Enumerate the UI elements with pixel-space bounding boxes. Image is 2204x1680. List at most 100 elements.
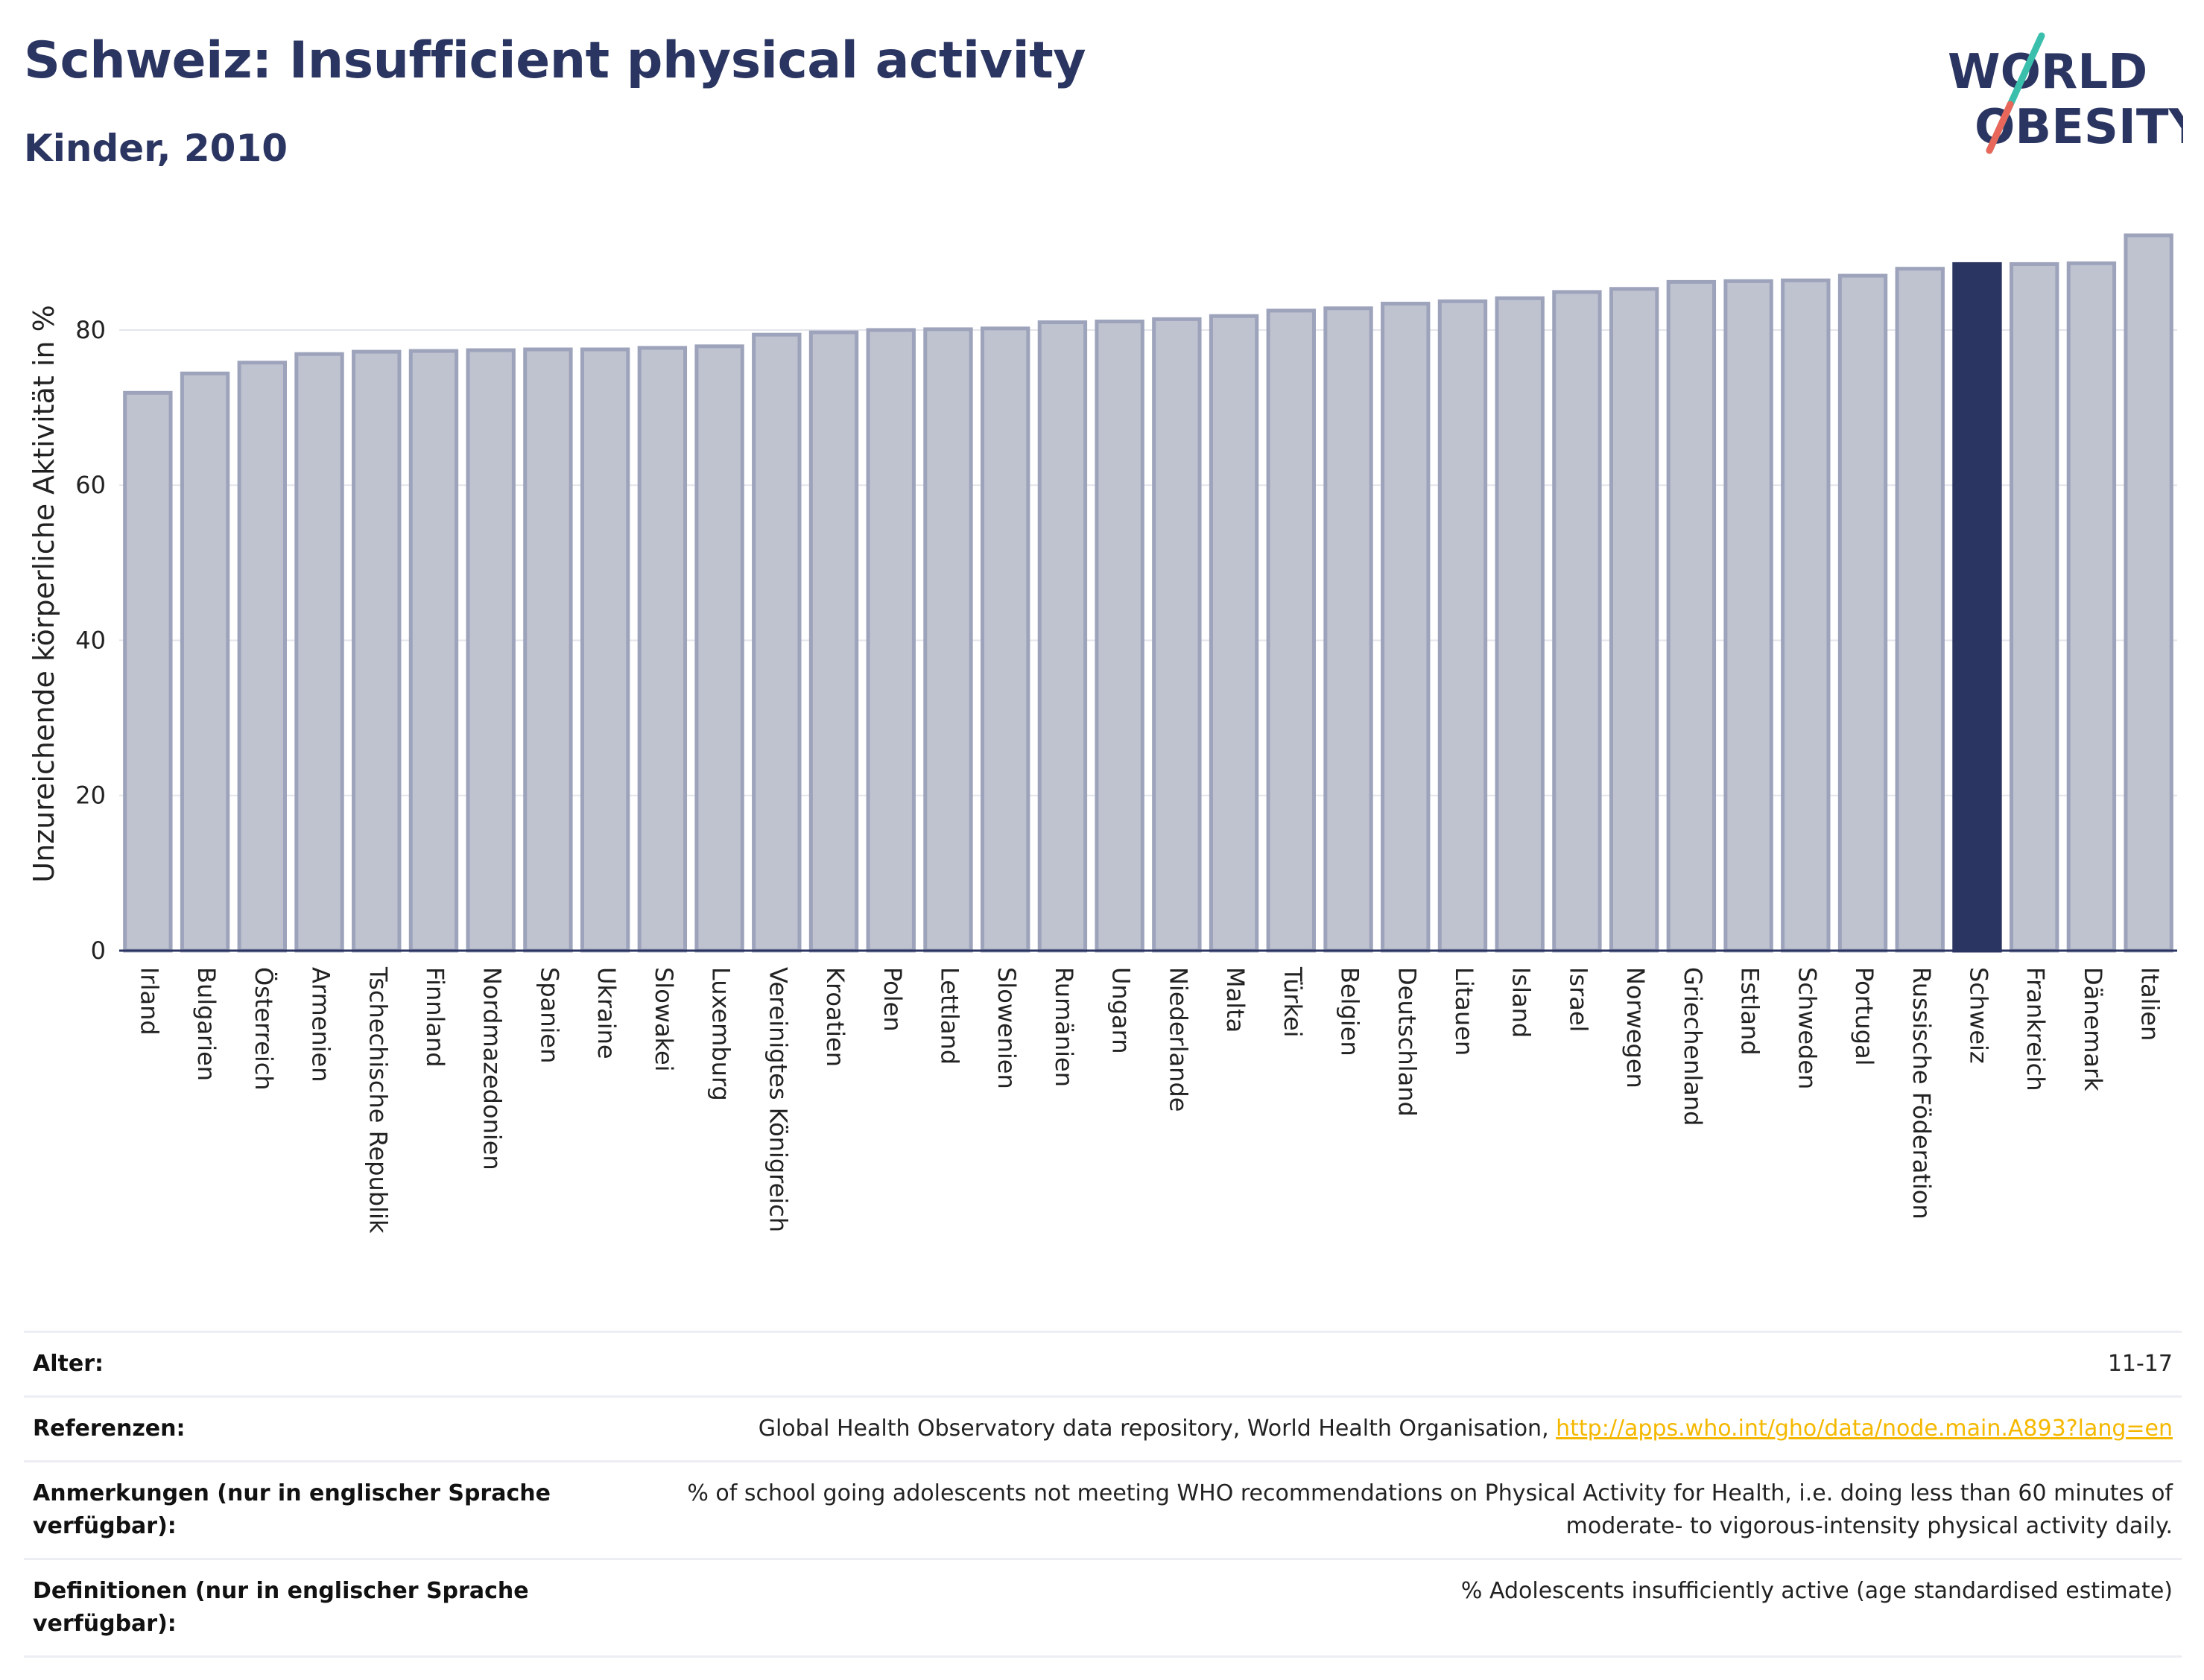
x-tick-label: Nordmazedonien — [478, 967, 507, 1170]
bar-irland — [123, 390, 173, 953]
bar-island — [1495, 296, 1545, 953]
meta-row-definitions: Definitionen (nur in englischer Sprache … — [24, 1559, 2182, 1657]
x-tick-label: Malta — [1221, 967, 1250, 1033]
meta-value: % Adolescents insufficiently active (age… — [1460, 1578, 2173, 1604]
bar-norwegen — [1609, 287, 1659, 953]
x-tick-label: Finnland — [421, 967, 449, 1068]
logo-slash-red — [1986, 101, 2014, 154]
meta-value: Global Health Observatory data repositor… — [578, 1397, 2182, 1462]
x-tick-label: Estland — [1736, 967, 1764, 1056]
bar-schweiz — [1952, 261, 2002, 953]
meta-label: Referenzen: — [33, 1416, 186, 1442]
x-tick-label: Spanien — [535, 967, 563, 1063]
bar-griechenland — [1666, 279, 1717, 953]
x-tick-label: Belgien — [1336, 967, 1364, 1056]
y-axis-ticks: 0 20 40 60 80 — [75, 316, 106, 965]
x-tick-label: Israel — [1564, 967, 1592, 1032]
bar-slowenien — [981, 326, 1030, 953]
bar-luxemburg — [694, 344, 744, 953]
x-tick-label: Slowenien — [992, 967, 1021, 1089]
bars — [123, 233, 2173, 953]
reference-text: Global Health Observatory data repositor… — [758, 1416, 1557, 1442]
x-tick-label: Deutschland — [1393, 967, 1421, 1117]
x-tick-label: Norwegen — [1621, 967, 1650, 1088]
meta-label: Alter: — [33, 1351, 104, 1377]
logo-line1: WORLD — [1948, 45, 2147, 100]
x-tick-label: Polen — [878, 967, 907, 1032]
x-tick-label: Ungarn — [1107, 967, 1136, 1054]
bar-armenien — [294, 352, 344, 953]
grid-lines — [119, 329, 2177, 796]
bar-israel — [1552, 290, 1602, 953]
bar-kroatien — [808, 330, 859, 953]
x-axis-labels: Irland Bulgarien Österreich Armenien Tschech… — [135, 966, 2164, 1234]
x-tick-label: Irland — [135, 967, 163, 1036]
bar-nordmazedonien — [466, 348, 516, 953]
bar-türkei — [1266, 308, 1316, 953]
bar-frankreich — [2010, 261, 2059, 953]
y-tick-label: 0 — [91, 936, 106, 965]
bar-ukraine — [580, 347, 630, 953]
x-tick-label: Rumänien — [1050, 967, 1078, 1087]
meta-value: % of school going adolescents not meetin… — [687, 1480, 2173, 1539]
x-tick-label: Luxemburg — [707, 967, 735, 1101]
meta-value: 11-17 — [2107, 1351, 2173, 1377]
bar-estland — [1723, 279, 1773, 953]
bar-schweden — [1781, 278, 1831, 953]
x-tick-label: Litauen — [1450, 967, 1478, 1056]
bar-österreich — [237, 361, 287, 953]
bar-italien — [2124, 233, 2173, 953]
x-tick-label: Schweden — [1793, 967, 1821, 1089]
bar-chart: 0 20 40 60 80 Irland Bulgarien Österreich Armen… — [28, 233, 2177, 1234]
bar-portugal — [1837, 273, 1888, 953]
metadata-table: Alter: 11-17 Referenzen: Global Health O… — [24, 1331, 2182, 1658]
x-tick-label: Österreich — [250, 967, 278, 1091]
x-tick-label: Portugal — [1850, 967, 1878, 1066]
page-title: Schweiz: Insufficient physical activity — [24, 31, 1086, 90]
y-axis-label: Unzureichende körperliche Aktivität in % — [28, 305, 60, 882]
bar-litauen — [1437, 299, 1488, 953]
meta-label: Anmerkungen (nur in englischer Sprache v… — [33, 1480, 551, 1539]
x-tick-label: Italien — [2136, 967, 2165, 1041]
bar-russische-föderation — [1895, 267, 1945, 953]
x-tick-label: Russische Föderation — [1907, 967, 1936, 1220]
bar-bulgarien — [180, 371, 230, 953]
x-tick-label: Island — [1507, 967, 1536, 1038]
y-tick-label: 20 — [75, 782, 106, 810]
x-tick-label: Bulgarien — [192, 967, 221, 1081]
bar-polen — [866, 328, 916, 953]
meta-row-references: Referenzen: Global Health Observatory da… — [24, 1396, 2182, 1462]
x-tick-label: Dänemark — [2079, 967, 2107, 1091]
bar-deutschland — [1381, 302, 1431, 953]
x-tick-label: Niederlande — [1164, 967, 1192, 1112]
bar-tschechische-republik — [352, 349, 402, 953]
x-tick-label: Slowakei — [650, 967, 678, 1072]
x-tick-label: Vereinigtes Königreich — [764, 967, 792, 1232]
bar-malta — [1209, 314, 1259, 953]
y-tick-label: 40 — [75, 626, 106, 654]
x-tick-label: Türkei — [1279, 966, 1307, 1038]
bar-slowakei — [637, 346, 688, 953]
x-tick-label: Ukraine — [592, 967, 621, 1059]
world-obesity-logo: WORLD OBESITY — [1948, 32, 2183, 155]
bar-vereinigtes-königreich — [752, 332, 802, 953]
meta-row-age: Alter: 11-17 — [24, 1331, 2182, 1397]
bar-finnland — [408, 349, 459, 953]
bar-ungarn — [1095, 320, 1144, 953]
bar-rumänien — [1037, 320, 1088, 953]
bar-belgien — [1323, 306, 1373, 953]
meta-label: Definitionen (nur in englischer Sprache … — [33, 1578, 529, 1637]
x-tick-label: Kroatien — [821, 967, 849, 1067]
page-subtitle: Kinder, 2010 — [24, 127, 288, 170]
y-tick-label: 80 — [75, 316, 106, 344]
meta-row-notes: Anmerkungen (nur in englischer Sprache v… — [24, 1461, 2182, 1559]
bar-niederlande — [1152, 317, 1202, 953]
x-tick-label: Lettland — [935, 967, 963, 1065]
bar-dänemark — [2066, 261, 2117, 953]
y-tick-label: 60 — [75, 471, 106, 499]
x-tick-label: Schweiz — [1964, 967, 1992, 1064]
bar-lettland — [923, 327, 973, 953]
x-tick-label: Griechenland — [1679, 967, 1707, 1126]
x-tick-label: Frankreich — [2021, 967, 2050, 1091]
reference-link[interactable]: http://apps.who.int/gho/data/node.main.A… — [1556, 1416, 2173, 1442]
